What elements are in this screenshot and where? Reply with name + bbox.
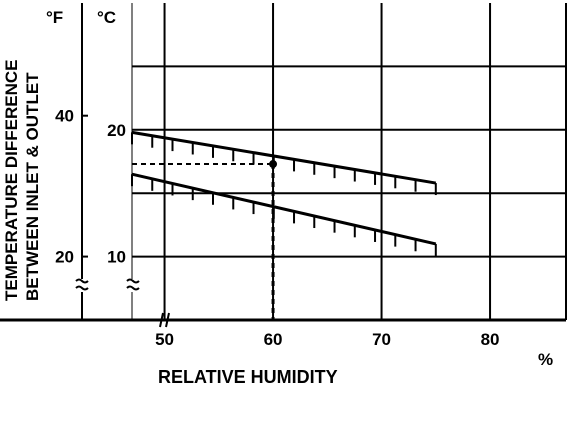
y-tick-label-celsius: 20 (107, 121, 126, 140)
y-unit-celsius: °C (97, 8, 116, 27)
x-axis-unit: % (538, 350, 553, 369)
y-axis-label-line-1: TEMPERATURE DIFFERENCE (2, 60, 21, 301)
x-tick-label: 50 (155, 330, 174, 349)
celsius-axis-break (126, 278, 140, 291)
x-axis-label: RELATIVE HUMIDITY (158, 367, 338, 387)
y-unit-fahrenheit: °F (46, 8, 63, 27)
x-tick-label: 70 (372, 330, 391, 349)
fahrenheit-axis-break (75, 278, 89, 291)
series-1-line (131, 130, 437, 185)
y-axis-label-line-2: BETWEEN INLET & OUTLET (23, 72, 42, 301)
y-tick-label-fahrenheit: 20 (55, 248, 74, 267)
data-bands (131, 130, 437, 256)
x-tick-label: 60 (264, 330, 283, 349)
y-tick-label-celsius: 10 (107, 248, 126, 267)
x-tick-label: 80 (481, 330, 500, 349)
y-tick-label-fahrenheit: 40 (55, 107, 74, 126)
reference-lines (132, 160, 278, 320)
x-axis-break (159, 312, 170, 328)
reference-point (269, 160, 278, 169)
axes: 50 60 70 80 10 20 20 40 (0, 3, 567, 349)
grid-lines (132, 3, 566, 320)
series-2-line (131, 172, 437, 246)
